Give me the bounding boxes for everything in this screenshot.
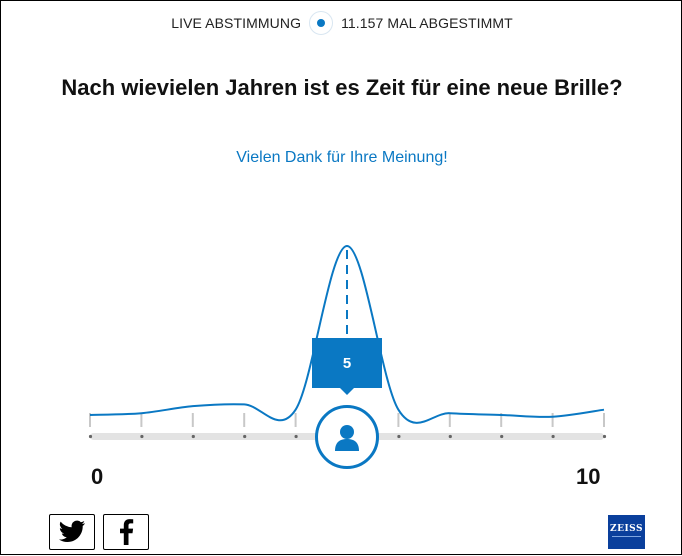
live-label: LIVE ABSTIMMUNG: [171, 15, 302, 31]
slider-step-dot: [294, 434, 298, 439]
poll-question: Nach wievielen Jahren ist es Zeit für ei…: [61, 75, 623, 100]
selected-value-badge: 5: [312, 338, 382, 395]
twitter-share-button[interactable]: [49, 514, 95, 550]
scale-max-label: 10: [576, 464, 601, 489]
slider-step-dot: [397, 434, 401, 439]
logo-text: ZEISS: [610, 523, 643, 534]
thank-you-message: Vielen Dank für Ihre Meinung!: [236, 149, 448, 166]
slider-step-dot: [551, 434, 555, 439]
vote-count: 11.157 MAL ABGESTIMMT: [341, 15, 513, 31]
slider-step-dot: [243, 434, 247, 439]
selected-value: 5: [342, 354, 352, 372]
scale-min-label: 0: [91, 464, 104, 489]
facebook-share-button[interactable]: [103, 514, 149, 550]
slider-ticks: [88, 413, 607, 439]
slider-step-dot: [448, 434, 452, 439]
user-icon: [335, 425, 359, 451]
twitter-icon: [59, 520, 85, 542]
slider-step-dot: [500, 434, 504, 439]
live-indicator-icon: [309, 11, 334, 35]
live-status-bar: LIVE ABSTIMMUNG 11.157 MAL ABGESTIMMT: [1, 11, 682, 35]
distribution-curve: [89, 244, 605, 424]
slider-step-dot: [88, 434, 93, 439]
slider-step-dot: [191, 434, 195, 439]
zeiss-logo: ZEISS: [608, 515, 645, 549]
slider-handle[interactable]: [315, 405, 379, 469]
slider-step-dot: [602, 434, 607, 439]
slider-step-dot: [140, 434, 144, 439]
facebook-icon: [120, 519, 134, 545]
